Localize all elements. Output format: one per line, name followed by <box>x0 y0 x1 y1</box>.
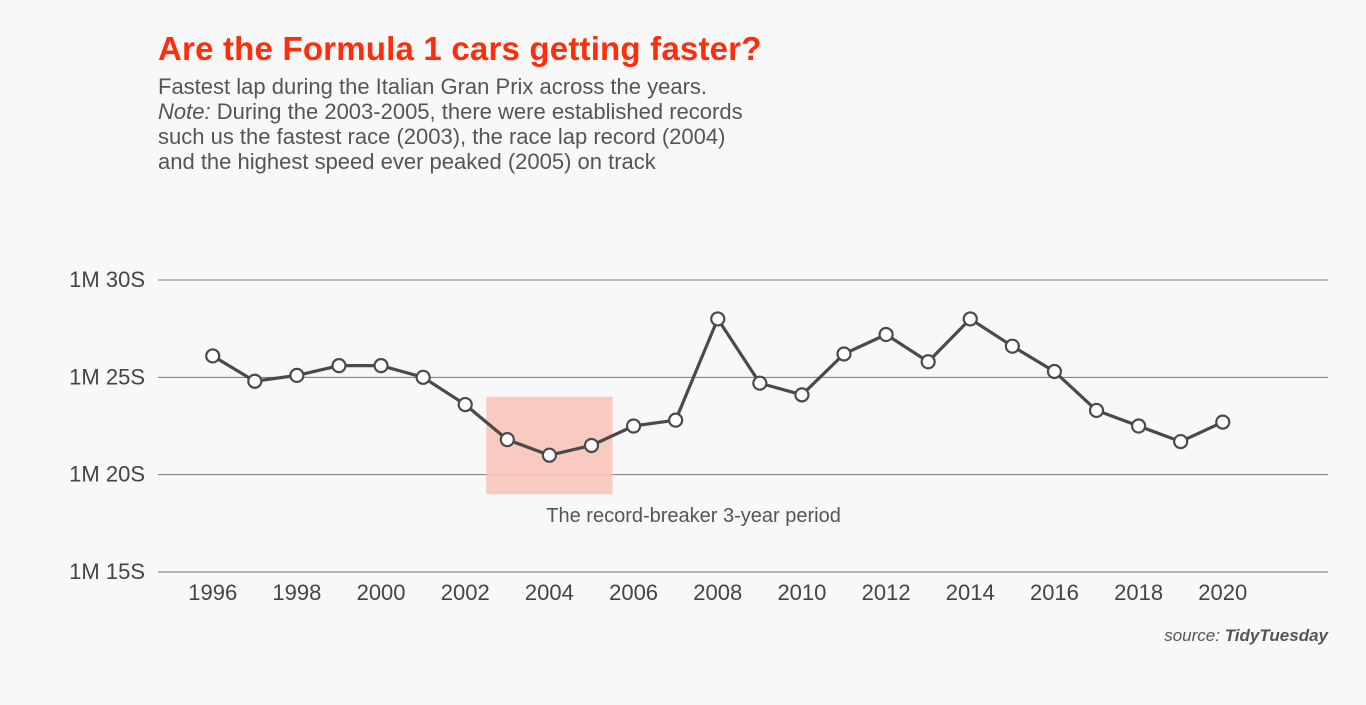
subtitle-line-2: Note: During the 2003-2005, there were e… <box>158 99 743 124</box>
data-point-2006 <box>625 418 642 434</box>
data-point-1997 <box>247 373 263 389</box>
x-tick-label: 2010 <box>777 580 826 605</box>
data-point-1998 <box>289 367 305 383</box>
y-tick-label: 1M 15S <box>69 559 145 584</box>
data-point-1996 <box>205 348 221 364</box>
note-label: Note: <box>158 99 211 124</box>
x-tick-label: 2020 <box>1198 580 1247 605</box>
series-fastest-lap <box>205 311 1231 463</box>
data-point-1999 <box>331 358 347 374</box>
data-point-2012 <box>878 326 894 343</box>
data-point-2007 <box>668 412 684 428</box>
chart-subtitle: Fastest lap during the Italian Gran Prix… <box>158 74 743 174</box>
highlight-annotation: The record-breaker 3-year period <box>546 505 841 527</box>
data-point-2008 <box>710 311 726 327</box>
x-tick-label: 2008 <box>693 580 742 605</box>
x-tick-label: 2012 <box>862 580 911 605</box>
highlight-region: The record-breaker 3-year period <box>486 396 841 527</box>
data-point-2002 <box>457 396 473 413</box>
data-point-2000 <box>373 358 389 374</box>
subtitle-line-4: and the highest speed ever peaked (2005)… <box>158 149 656 174</box>
data-point-2003 <box>499 432 515 448</box>
y-tick-label: 1M 20S <box>69 462 145 487</box>
data-point-2017 <box>1088 402 1105 419</box>
x-tick-label: 2016 <box>1030 580 1079 605</box>
data-point-2009 <box>752 375 768 391</box>
x-tick-label: 1996 <box>188 580 237 605</box>
x-tick-label: 2014 <box>946 580 995 605</box>
x-tick-label: 2004 <box>525 580 574 605</box>
x-tick-label: 2000 <box>357 580 406 605</box>
series-line <box>211 317 1224 457</box>
grid-lines <box>158 279 1328 573</box>
chart-title: Are the Formula 1 cars getting faster? <box>158 30 762 67</box>
data-point-2014 <box>962 311 978 327</box>
data-point-2020 <box>1215 414 1231 430</box>
x-tick-label: 1998 <box>272 580 321 605</box>
y-tick-label: 1M 25S <box>69 364 145 389</box>
axis-labels: 1M 15S 1M 20S 1M 25S 1M 30S 1996 1998 2000 2002… <box>69 267 1247 605</box>
data-point-2018 <box>1131 418 1147 434</box>
data-point-2013 <box>920 354 936 370</box>
data-point-2001 <box>415 369 431 385</box>
data-point-2011 <box>836 346 852 362</box>
data-point-2019 <box>1173 433 1189 450</box>
subtitle-line-3: such us the fastest race (2003), the rac… <box>158 124 726 149</box>
x-tick-label: 2002 <box>441 580 490 605</box>
x-tick-label: 2018 <box>1114 580 1163 605</box>
data-point-2004 <box>541 447 558 463</box>
source-note: source: TidyTuesday <box>1164 626 1328 646</box>
subtitle-line-2-text: During the 2003-2005, there were establi… <box>216 99 743 124</box>
source-name: TidyTuesday <box>1224 626 1328 645</box>
data-point-2005 <box>583 437 600 454</box>
y-tick-label: 1M 30S <box>69 267 145 292</box>
x-tick-label: 2006 <box>609 580 658 605</box>
data-point-2010 <box>794 387 810 403</box>
data-point-2015 <box>1004 338 1020 354</box>
source-prefix: source: <box>1164 626 1220 645</box>
subtitle-line-1: Fastest lap during the Italian Gran Prix… <box>158 74 708 99</box>
data-point-2016 <box>1046 363 1063 380</box>
